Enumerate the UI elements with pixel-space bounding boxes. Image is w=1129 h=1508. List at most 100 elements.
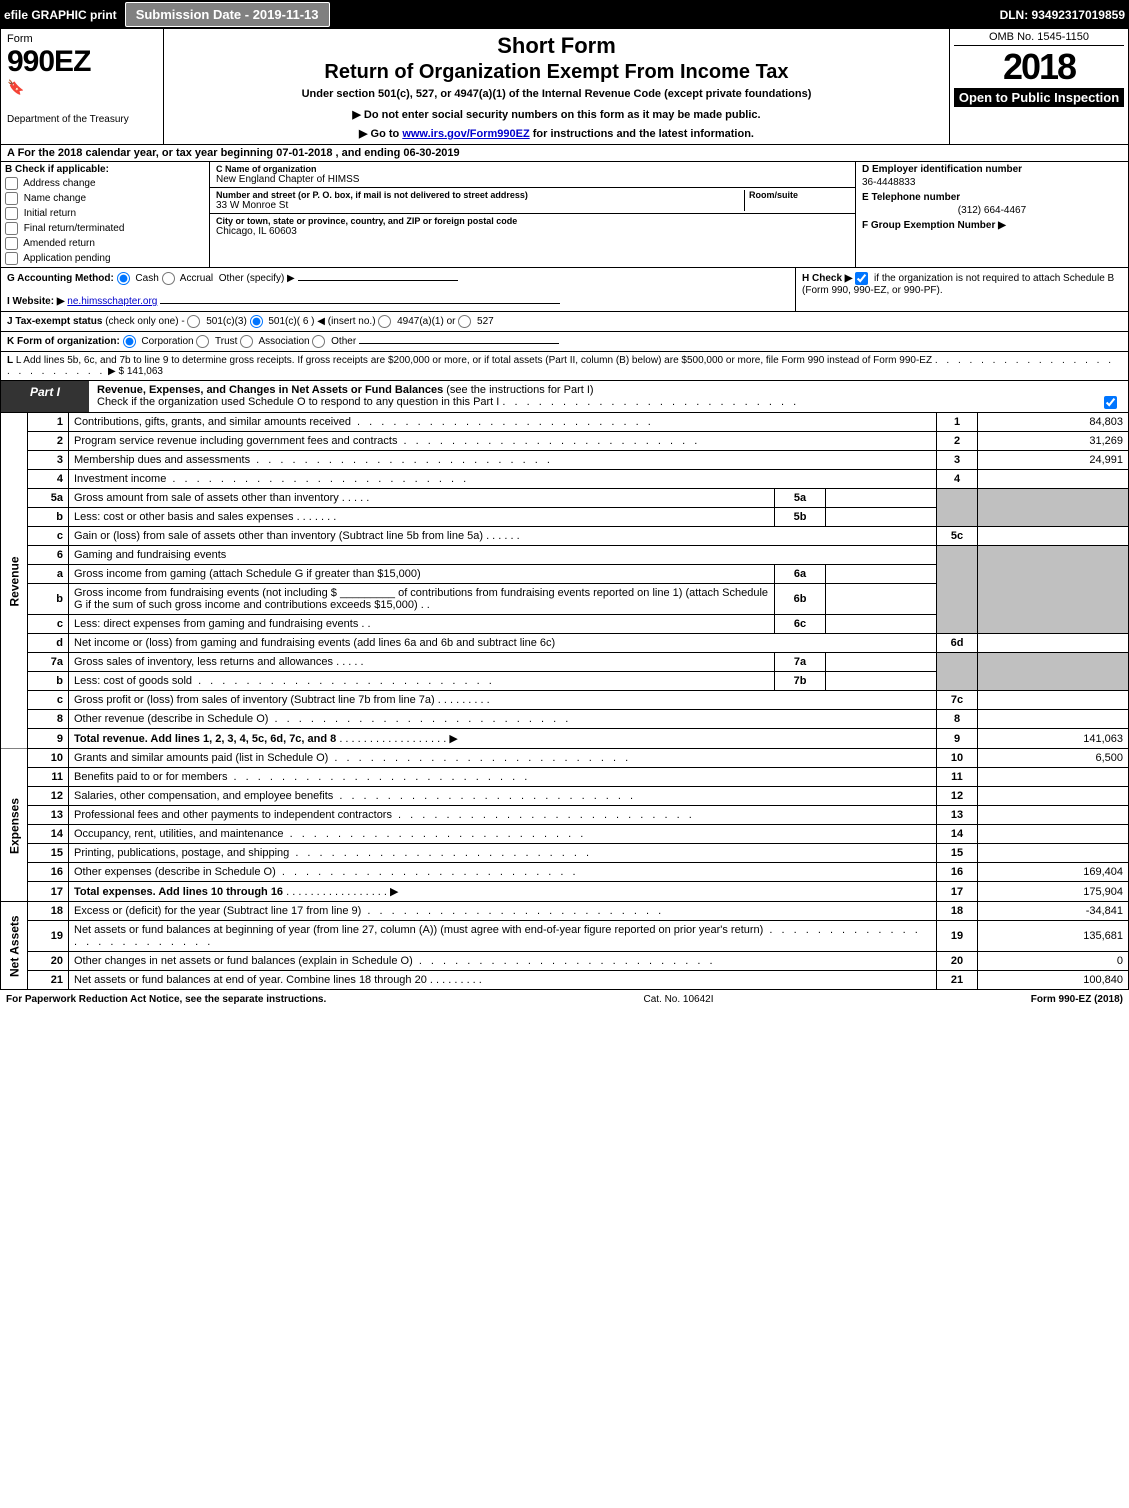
table-row: Net Assets 18 Excess or (deficit) for th… [1, 902, 1129, 921]
goto-pre: ▶ Go to [359, 128, 402, 140]
catalog-number: Cat. No. 10642I [326, 994, 1030, 1005]
table-row: 2 Program service revenue including gove… [1, 432, 1129, 451]
under-section-label: Under section 501(c), 527, or 4947(a)(1)… [172, 88, 941, 100]
table-row: 15 Printing, publications, postage, and … [1, 844, 1129, 863]
amended-return-check[interactable]: Amended return [5, 237, 205, 250]
table-row: 4 Investment income 4 [1, 470, 1129, 489]
part1-title-row: Revenue, Expenses, and Changes in Net As… [89, 381, 1128, 412]
dln-label: DLN: 93492317019859 [1000, 8, 1125, 22]
revenue-side-label: Revenue [1, 413, 28, 749]
l-amount: $ 141,063 [118, 366, 163, 377]
omb-number: OMB No. 1545-1150 [954, 31, 1124, 46]
table-row: 21 Net assets or fund balances at end of… [1, 971, 1129, 990]
table-row: Revenue 1 Contributions, gifts, grants, … [1, 413, 1129, 432]
ssn-warning: ▶ Do not enter social security numbers o… [172, 108, 941, 121]
org-name: New England Chapter of HIMSS [216, 174, 849, 185]
form-title: Return of Organization Exempt From Incom… [172, 61, 941, 84]
city-value: Chicago, IL 60603 [216, 226, 849, 237]
table-row: 3 Membership dues and assessments 3 24,9… [1, 451, 1129, 470]
efile-label[interactable]: efile GRAPHIC print [4, 8, 117, 22]
city-label: City or town, state or province, country… [216, 216, 849, 226]
page-footer: For Paperwork Reduction Act Notice, see … [0, 990, 1129, 1009]
initial-return-check[interactable]: Initial return [5, 207, 205, 220]
table-row: d Net income or (loss) from gaming and f… [1, 634, 1129, 653]
final-return-check[interactable]: Final return/terminated [5, 222, 205, 235]
accrual-radio[interactable] [162, 272, 175, 285]
table-row: 19 Net assets or fund balances at beginn… [1, 921, 1129, 952]
j-501c3-radio[interactable] [187, 315, 200, 328]
j-4947-radio[interactable] [378, 315, 391, 328]
table-row: 17 Total expenses. Add lines 10 through … [1, 882, 1129, 902]
website-link[interactable]: ne.himsschapter.org [67, 296, 157, 307]
box-j: J Tax-exempt status (check only one) - 5… [0, 312, 1129, 332]
tax-period-row: A For the 2018 calendar year, or tax yea… [0, 145, 1129, 162]
box-g: G Accounting Method: Cash Accrual Other … [1, 268, 796, 311]
table-row: c Gross profit or (loss) from sales of i… [1, 691, 1129, 710]
irs-link[interactable]: www.irs.gov/Form990EZ [402, 128, 529, 140]
form-header: Form 990EZ 🔖 Department of the Treasury … [0, 29, 1129, 145]
period-text-a: A For the 2018 calendar year, or tax yea… [7, 147, 276, 159]
netassets-side-label: Net Assets [1, 902, 28, 990]
org-name-label: C Name of organization [216, 164, 849, 174]
line-num: 1 [28, 413, 69, 432]
table-row: Expenses 10 Grants and similar amounts p… [1, 749, 1129, 768]
table-row: 8 Other revenue (describe in Schedule O)… [1, 710, 1129, 729]
form-meta-block: OMB No. 1545-1150 2018 Open to Public In… [950, 29, 1128, 144]
box-b: B Check if applicable: Address change Na… [1, 162, 210, 267]
period-begin: 07-01-2018 [276, 147, 332, 159]
part1-schedo-check[interactable] [1104, 396, 1117, 409]
goto-post: for instructions and the latest informat… [533, 128, 754, 140]
table-row: 5a Gross amount from sale of assets othe… [1, 489, 1129, 508]
tel-value: (312) 664-4467 [862, 203, 1122, 220]
ein-label: D Employer identification number [862, 164, 1122, 175]
table-row: 6 Gaming and fundraising events [1, 546, 1129, 565]
dept-label: Department of the Treasury [7, 114, 157, 125]
goto-instructions: ▶ Go to www.irs.gov/Form990EZ for instru… [172, 127, 941, 140]
form-word: Form [7, 33, 157, 45]
table-row: 20 Other changes in net assets or fund b… [1, 952, 1129, 971]
h-check[interactable] [855, 272, 868, 285]
k-trust-radio[interactable] [196, 335, 209, 348]
addr-change-check[interactable]: Address change [5, 177, 205, 190]
box-h: H Check ▶ if the organization is not req… [796, 268, 1128, 311]
gh-row: G Accounting Method: Cash Accrual Other … [0, 268, 1129, 312]
part1-header: Part I Revenue, Expenses, and Changes in… [0, 381, 1129, 413]
j-501c-radio[interactable] [250, 315, 263, 328]
line-ref: 1 [937, 413, 978, 432]
j-527-radio[interactable] [458, 315, 471, 328]
k-corp-radio[interactable] [123, 335, 136, 348]
k-assoc-radio[interactable] [240, 335, 253, 348]
k-other-radio[interactable] [312, 335, 325, 348]
form-title-block: Short Form Return of Organization Exempt… [164, 29, 950, 144]
i-label: I Website: ▶ [7, 296, 65, 307]
box-d-e-f: D Employer identification number 36-4448… [856, 162, 1128, 267]
box-c: C Name of organization New England Chapt… [210, 162, 856, 267]
submission-date-badge: Submission Date - 2019-11-13 [125, 2, 330, 27]
short-form-label: Short Form [172, 33, 941, 59]
group-exempt-label: F Group Exemption Number ▶ [862, 220, 1122, 231]
k-label: K Form of organization: [7, 336, 120, 347]
table-row: 13 Professional fees and other payments … [1, 806, 1129, 825]
l-text: L Add lines 5b, 6c, and 7b to line 9 to … [16, 355, 932, 366]
h-label: H Check ▶ [802, 273, 855, 284]
period-end: 06-30-2019 [403, 147, 459, 159]
lines-table: Revenue 1 Contributions, gifts, grants, … [0, 413, 1129, 990]
part1-check-text: Check if the organization used Schedule … [97, 396, 499, 408]
name-change-check[interactable]: Name change [5, 192, 205, 205]
tel-label: E Telephone number [862, 192, 1122, 203]
j-sub: (check only one) - [105, 316, 187, 327]
expenses-side-label: Expenses [1, 749, 28, 902]
period-text-b: , and ending [336, 147, 404, 159]
top-bar: efile GRAPHIC print Submission Date - 20… [0, 0, 1129, 29]
entity-info-grid: B Check if applicable: Address change Na… [0, 162, 1129, 268]
line-amount: 84,803 [978, 413, 1129, 432]
j-label: J Tax-exempt status [7, 316, 102, 327]
cash-radio[interactable] [117, 272, 130, 285]
table-row: 9 Total revenue. Add lines 1, 2, 3, 4, 5… [1, 729, 1129, 749]
app-pending-check[interactable]: Application pending [5, 252, 205, 265]
open-inspection-badge: Open to Public Inspection [954, 88, 1124, 107]
part1-sub: (see the instructions for Part I) [446, 384, 593, 396]
ein-value: 36-4448833 [862, 175, 1122, 192]
paperwork-notice: For Paperwork Reduction Act Notice, see … [6, 994, 326, 1005]
table-row: 12 Salaries, other compensation, and emp… [1, 787, 1129, 806]
